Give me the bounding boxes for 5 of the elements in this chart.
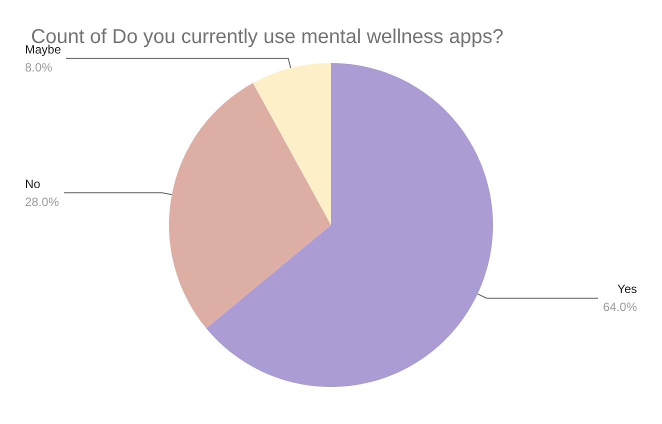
data-label: 28.0% — [25, 194, 60, 209]
data-label: 8.0% — [25, 60, 53, 74]
slice-label: Yes — [617, 282, 637, 296]
data-label: 64.0% — [602, 300, 638, 314]
slice-label: No — [25, 176, 41, 191]
